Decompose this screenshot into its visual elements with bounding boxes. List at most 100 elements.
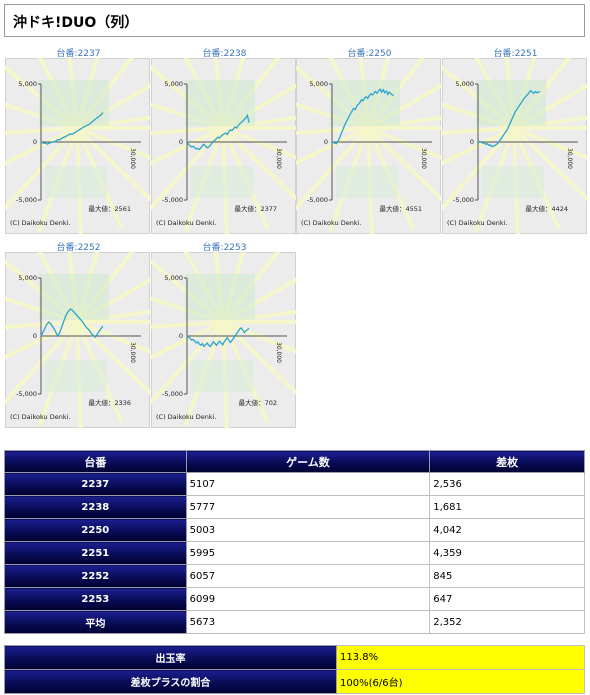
summary-row-payout: 出玉率 113.8% — [4, 645, 585, 670]
slump-line — [331, 88, 395, 145]
games-cell: 5995 — [185, 541, 431, 565]
slump-graph: 5,000 0 -5,000 30,000 最大値：2336 (C) Daikoku De… — [5, 252, 150, 428]
machine-number-link[interactable]: 台番:2237 — [56, 49, 101, 59]
slump-line — [186, 113, 250, 151]
page-title-box: 沖ドキ!DUO（列） — [4, 4, 585, 37]
copyright-text: (C) Daikoku Denki. — [156, 413, 217, 421]
table-row: 2253 6099 647 — [4, 587, 585, 611]
machine-number-link[interactable]: 台番:2238 — [202, 49, 247, 59]
machine-number-link[interactable]: 台番:2253 — [202, 243, 247, 253]
machine-data-table: 台番 ゲーム数 差枚 2237 5107 2,536 2238 5777 1,681 225… — [4, 450, 585, 634]
machine-graph-card: 台番:2252 5,000 0 -5,000 30,000 最大値：2336 (C) Dai… — [5, 240, 152, 432]
slump-graph: 5,000 0 -5,000 30,000 最大値：2377 (C) Daikoku De… — [151, 58, 296, 234]
y-tick-label-zero: 0 — [179, 138, 183, 146]
plus-ratio-label: 差枚プラスの割合 — [4, 669, 337, 694]
machine-number-cell: 2250 — [4, 518, 187, 542]
y-tick-label-min: -5,000 — [453, 196, 474, 204]
games-cell: 5673 — [185, 610, 431, 634]
copyright-text: (C) Daikoku Denki. — [156, 219, 217, 227]
difference-cell: 2,352 — [429, 610, 585, 634]
column-header-difference: 差枚 — [429, 450, 585, 473]
difference-cell: 845 — [429, 564, 585, 588]
slump-line — [40, 112, 104, 145]
copyright-text: (C) Daikoku Denki. — [447, 219, 508, 227]
difference-cell: 647 — [429, 587, 585, 611]
x-tick-label-end: 30,000 — [566, 148, 573, 169]
max-value-label: 最大値：4551 — [379, 204, 422, 213]
x-tick-label-end: 30,000 — [129, 148, 136, 169]
y-tick-label-min: -5,000 — [162, 196, 183, 204]
max-value-label: 最大値：2336 — [88, 398, 131, 407]
payout-rate-label: 出玉率 — [4, 645, 337, 670]
max-value-label: 最大値：2561 — [88, 204, 131, 213]
max-value-label: 最大値：4424 — [525, 204, 568, 213]
difference-cell: 4,042 — [429, 518, 585, 542]
logo-watermark — [336, 166, 398, 198]
logo-watermark — [191, 166, 253, 198]
x-tick-label-end: 30,000 — [275, 342, 282, 363]
plus-ratio-value: 100%(6/6台) — [336, 669, 585, 694]
slump-line — [40, 308, 104, 339]
logo-watermark — [482, 166, 544, 198]
y-tick-label-zero: 0 — [470, 138, 474, 146]
summary-table: 出玉率 113.8% 差枚プラスの割合 100%(6/6台) — [4, 645, 585, 694]
y-tick-label-max: 5,000 — [164, 274, 183, 282]
machine-graph-card: 台番:2253 5,000 0 -5,000 30,000 最大値：702 (C) Daik… — [151, 240, 298, 432]
max-value-label: 最大値：702 — [239, 398, 277, 407]
logo-watermark — [39, 274, 109, 320]
machine-number-cell: 平均 — [4, 610, 187, 634]
machine-number-cell: 2251 — [4, 541, 187, 565]
copyright-text: (C) Daikoku Denki. — [10, 413, 71, 421]
table-row: 2250 5003 4,042 — [4, 518, 585, 542]
slump-line — [477, 89, 541, 148]
table-row: 2237 5107 2,536 — [4, 472, 585, 496]
games-cell: 6057 — [185, 564, 431, 588]
y-tick-label-min: -5,000 — [16, 196, 37, 204]
difference-cell: 1,681 — [429, 495, 585, 519]
logo-watermark — [330, 80, 400, 126]
machine-number-cell: 2252 — [4, 564, 187, 588]
column-header-machine-number: 台番 — [4, 450, 187, 473]
slump-graph: 5,000 0 -5,000 30,000 最大値：4424 (C) Daikoku De… — [442, 58, 587, 234]
machine-graph-card: 台番:2237 5,000 0 -5,000 30,000 最大値：2561 (C) Dai… — [5, 46, 152, 238]
logo-watermark — [45, 166, 107, 198]
y-tick-label-min: -5,000 — [16, 390, 37, 398]
table-row: 2252 6057 845 — [4, 564, 585, 588]
table-row-average: 平均 5673 2,352 — [4, 610, 585, 634]
machine-graph-card: 台番:2238 5,000 0 -5,000 30,000 最大値：2377 (C) Dai… — [151, 46, 298, 238]
machine-number-cell: 2253 — [4, 587, 187, 611]
slump-graph: 5,000 0 -5,000 30,000 最大値：702 (C) Daikoku Den… — [151, 252, 296, 428]
table-header-row: 台番 ゲーム数 差枚 — [4, 450, 585, 473]
machine-number-link[interactable]: 台番:2250 — [347, 49, 392, 59]
logo-watermark — [191, 360, 253, 392]
x-tick-label-end: 30,000 — [275, 148, 282, 169]
y-tick-label-zero: 0 — [33, 138, 37, 146]
y-tick-label-min: -5,000 — [307, 196, 328, 204]
games-cell: 5777 — [185, 495, 431, 519]
x-tick-label-end: 30,000 — [420, 148, 427, 169]
machine-graph-card: 台番:2251 5,000 0 -5,000 30,000 最大値：4424 (C) Dai… — [442, 46, 589, 238]
machine-number-link[interactable]: 台番:2251 — [493, 49, 538, 59]
table-row: 2238 5777 1,681 — [4, 495, 585, 519]
y-tick-label-zero: 0 — [324, 138, 328, 146]
games-cell: 6099 — [185, 587, 431, 611]
table-row: 2251 5995 4,359 — [4, 541, 585, 565]
slump-line — [186, 326, 250, 348]
games-cell: 5107 — [185, 472, 431, 496]
machine-number-cell: 2238 — [4, 495, 187, 519]
y-tick-label-zero: 0 — [33, 332, 37, 340]
copyright-text: (C) Daikoku Denki. — [301, 219, 362, 227]
logo-watermark — [185, 274, 255, 320]
page-title: 沖ドキ!DUO（列） — [13, 15, 139, 31]
y-tick-label-max: 5,000 — [164, 80, 183, 88]
y-tick-label-max: 5,000 — [18, 80, 37, 88]
max-value-label: 最大値：2377 — [234, 204, 277, 213]
copyright-text: (C) Daikoku Denki. — [10, 219, 71, 227]
machine-graph-card: 台番:2250 5,000 0 -5,000 30,000 最大値：4551 (C) Dai… — [296, 46, 443, 238]
summary-row-plus-ratio: 差枚プラスの割合 100%(6/6台) — [4, 669, 585, 694]
machine-number-link[interactable]: 台番:2252 — [56, 243, 101, 253]
y-tick-label-min: -5,000 — [162, 390, 183, 398]
games-cell: 5003 — [185, 518, 431, 542]
y-tick-label-max: 5,000 — [455, 80, 474, 88]
logo-watermark — [39, 80, 109, 126]
